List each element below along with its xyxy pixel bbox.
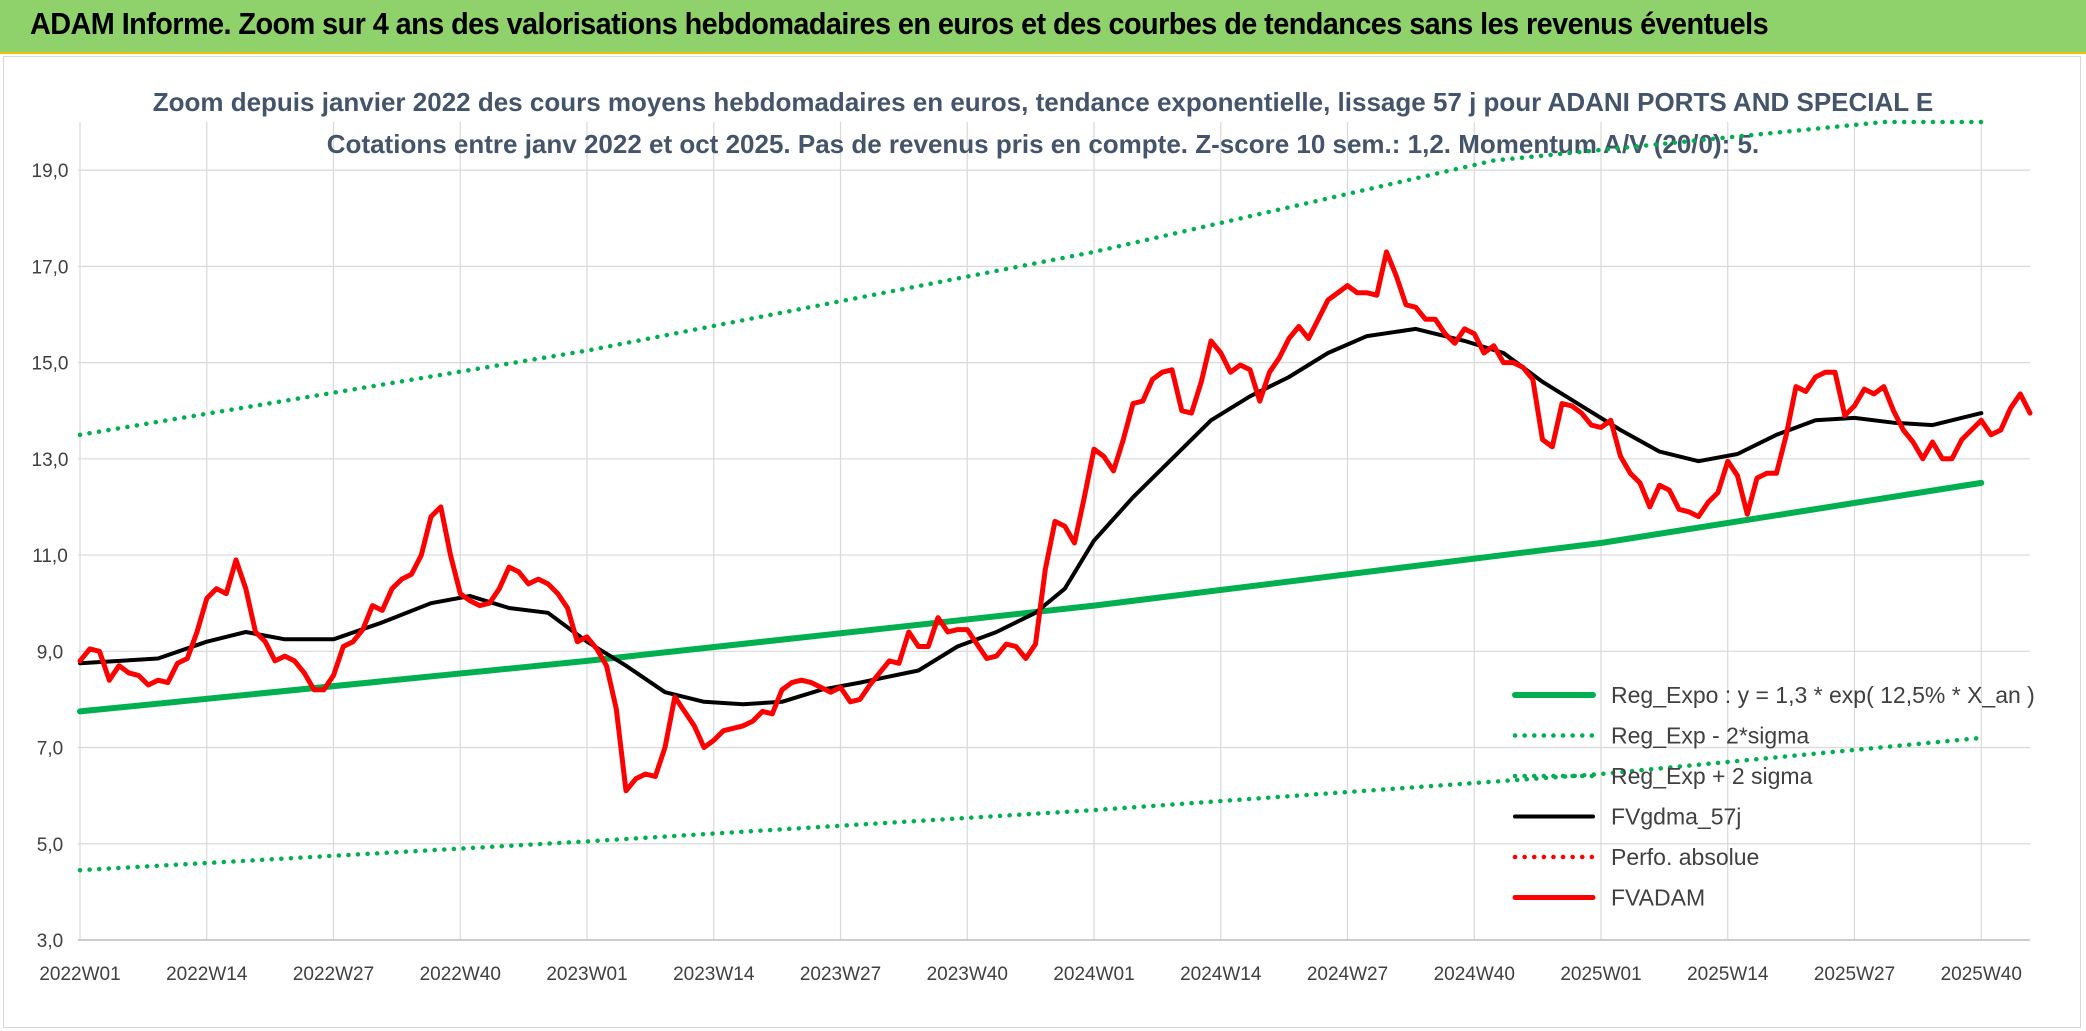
legend: Reg_Expo : y = 1,3 * exp( 12,5% * X_an )…: [1512, 682, 2035, 911]
upper-band-line: [77, 119, 1984, 438]
chart-subtitle: Cotations entre janv 2022 et oct 2025. P…: [327, 129, 1759, 159]
legend-reg-expo: Reg_Expo : y = 1,3 * exp( 12,5% * X_an ): [1512, 682, 2035, 708]
x-tick-label: 2022W14: [166, 964, 248, 985]
y-axis: 3,0 5,0 7,0 9,0 11,0 13,0 15,0 17,0 19,0: [32, 161, 69, 952]
x-tick-label: 2025W01: [1560, 964, 1641, 985]
y-tick-label: 9,0: [37, 642, 63, 663]
legend-upper-band: Reg_Exp + 2 sigma: [1512, 763, 1813, 789]
legend-perf-absolue: Perfo. absolue: [1512, 844, 1759, 870]
chart-title: Zoom depuis janvier 2022 des cours moyen…: [153, 87, 1934, 117]
y-tick-label: 17,0: [32, 257, 69, 278]
x-tick-label: 2022W27: [293, 964, 374, 985]
y-tick-label: 15,0: [32, 354, 69, 375]
x-axis: 2022W01 2022W14 2022W27 2022W40 2023W01 2023W…: [39, 939, 2030, 985]
y-tick-label: 7,0: [37, 739, 63, 760]
x-tick-label: 2024W01: [1053, 964, 1134, 985]
legend-label: FVADAM: [1611, 885, 1705, 911]
x-tick-label: 2023W27: [800, 964, 881, 985]
x-tick-label: 2024W27: [1307, 964, 1388, 985]
series: [77, 119, 2033, 873]
legend-label: Perfo. absolue: [1611, 844, 1759, 870]
x-tick-label: 2025W27: [1814, 964, 1895, 985]
y-tick-label: 3,0: [37, 931, 63, 952]
x-tick-label: 2023W14: [673, 964, 755, 985]
reg-expo-trend-line: [77, 479, 1985, 715]
y-tick-label: 19,0: [32, 161, 69, 182]
legend-label: Reg_Expo : y = 1,3 * exp( 12,5% * X_an ): [1611, 682, 2035, 708]
x-tick-label: 2023W40: [927, 964, 1008, 985]
legend-lower-band: Reg_Exp - 2*sigma: [1512, 723, 1809, 749]
legend-moving-average: FVgdma_57j: [1513, 804, 1741, 830]
x-tick-label: 2025W14: [1687, 964, 1769, 985]
lower-band-line: [77, 735, 1984, 873]
chart-frame: [3, 56, 2081, 1028]
x-tick-label: 2023W01: [546, 964, 627, 985]
page-title: ADAM Informe. Zoom sur 4 ans des valoris…: [30, 6, 1769, 41]
x-tick-label: 2024W40: [1434, 964, 1515, 985]
x-tick-label: 2022W01: [39, 964, 120, 985]
y-tick-label: 13,0: [32, 450, 69, 471]
legend-label: Reg_Exp + 2 sigma: [1611, 763, 1813, 789]
y-tick-label: 11,0: [32, 546, 68, 567]
price-line: [77, 249, 2033, 794]
y-tick-label: 5,0: [37, 835, 63, 856]
legend-label: FVgdma_57j: [1611, 804, 1741, 830]
moving-average-line: [78, 326, 1984, 707]
legend-label: Reg_Exp - 2*sigma: [1611, 723, 1809, 749]
legend-price: FVADAM: [1512, 885, 1705, 911]
x-tick-label: 2025W40: [1941, 964, 2022, 985]
x-tick-label: 2022W40: [420, 964, 501, 985]
x-tick-label: 2024W14: [1180, 964, 1262, 985]
title-banner: ADAM Informe. Zoom sur 4 ans des valoris…: [0, 0, 2086, 54]
